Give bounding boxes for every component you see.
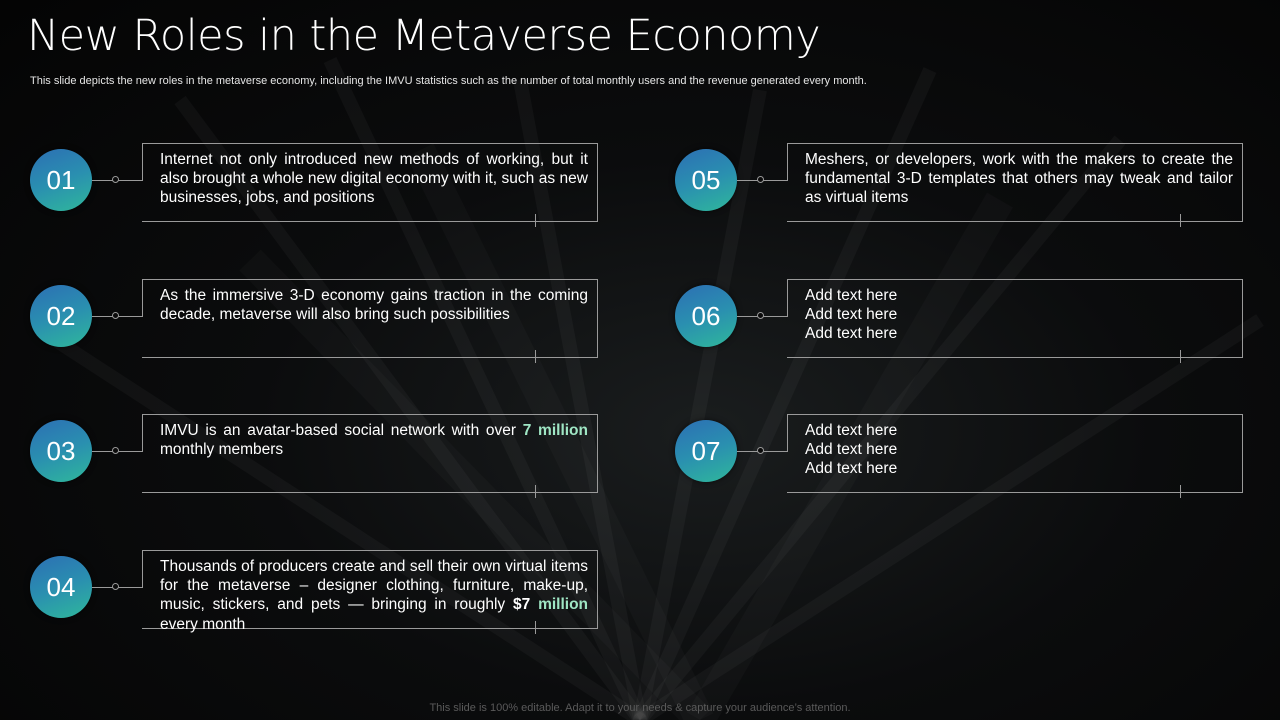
role-text: Internet not only introduced new methods… — [160, 151, 588, 207]
number-circle: 07 — [675, 420, 737, 482]
role-item-03: 03 IMVU is an avatar-based social networ… — [30, 414, 610, 498]
text-box — [787, 279, 1243, 358]
connector-line — [142, 279, 143, 317]
box-tick — [535, 214, 536, 227]
box-tick — [1180, 214, 1181, 227]
text-box — [142, 414, 598, 493]
box-tick — [1180, 350, 1181, 363]
connector-line — [142, 414, 143, 452]
connector-dot — [757, 447, 764, 454]
number-circle: 03 — [30, 420, 92, 482]
placeholder-line: Add text here — [805, 325, 898, 343]
placeholder-line: Add text here — [805, 441, 898, 459]
number-circle: 06 — [675, 285, 737, 347]
box-tick — [1180, 485, 1181, 498]
page-title: New Roles in the Metaverse Economy — [27, 11, 821, 61]
page-subtitle: This slide depicts the new roles in the … — [30, 75, 867, 87]
role-item-06: 06 Add text here Add text here Add text … — [675, 279, 1255, 363]
placeholder-line: Add text here — [805, 422, 898, 439]
placeholder-line: Add text here — [805, 306, 898, 324]
number-circle: 02 — [30, 285, 92, 347]
connector-line — [787, 279, 788, 317]
role-text: Add text here Add text here Add text her… — [805, 421, 1233, 479]
box-tick — [535, 485, 536, 498]
role-item-01: 01 Internet not only introduced new meth… — [30, 143, 610, 227]
placeholder-line: Add text here — [805, 460, 898, 478]
connector-line — [142, 550, 143, 588]
connector-dot — [112, 312, 119, 319]
role-item-05: 05 Meshers, or developers, work with the… — [675, 143, 1255, 227]
role-text: Thousands of producers create and sell t… — [160, 557, 588, 634]
box-tick — [535, 621, 536, 634]
role-item-07: 07 Add text here Add text here Add text … — [675, 414, 1255, 498]
text-box — [787, 143, 1243, 222]
role-text: Add text here Add text here Add text her… — [805, 286, 1233, 344]
connector-line — [787, 414, 788, 452]
connector-line — [142, 143, 143, 181]
role-text: Meshers, or developers, work with the ma… — [805, 151, 1233, 207]
connector-dot — [112, 583, 119, 590]
role-item-02: 02 As the immersive 3-D economy gains tr… — [30, 279, 610, 363]
role-item-04: 04 Thousands of producers create and sel… — [30, 550, 610, 634]
role-text-part: every month — [160, 615, 246, 633]
box-tick — [535, 350, 536, 363]
role-text-part: monthly members — [160, 441, 284, 459]
connector-dot — [757, 176, 764, 183]
role-text-part: Thousands of producers create and sell t… — [160, 558, 588, 614]
text-box — [142, 279, 598, 358]
number-circle: 05 — [675, 149, 737, 211]
text-box — [787, 414, 1243, 493]
text-box — [142, 550, 598, 629]
role-text: IMVU is an avatar-based social network w… — [160, 421, 588, 459]
number-circle: 04 — [30, 556, 92, 618]
connector-dot — [757, 312, 764, 319]
number-circle: 01 — [30, 149, 92, 211]
role-text-part: IMVU is an avatar-based social network w… — [160, 422, 523, 439]
connector-dot — [112, 176, 119, 183]
highlight-value: 7 million — [522, 422, 588, 439]
highlight-value: million — [538, 596, 589, 614]
role-text: As the immersive 3-D economy gains tract… — [160, 287, 588, 324]
footer-note: This slide is 100% editable. Adapt it to… — [429, 702, 851, 714]
text-box — [142, 143, 598, 222]
highlight-amount: $7 — [512, 596, 531, 614]
placeholder-line: Add text here — [805, 287, 898, 304]
connector-line — [787, 143, 788, 181]
connector-dot — [112, 447, 119, 454]
